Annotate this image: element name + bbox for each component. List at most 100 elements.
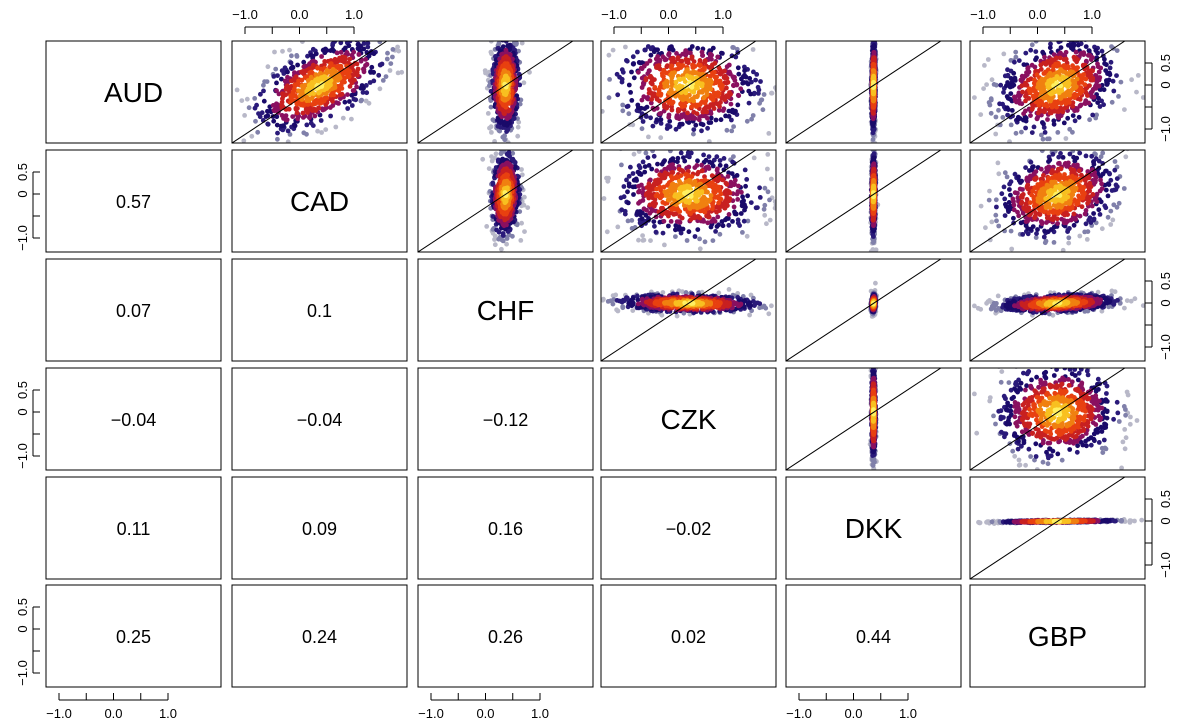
scatter-point (359, 83, 365, 88)
scatter-point (1011, 70, 1017, 76)
scatter-point (731, 204, 737, 210)
scatter-point (870, 21, 875, 26)
scatter-point (757, 185, 762, 191)
scatter-point (249, 133, 255, 139)
scatter-point (641, 237, 647, 243)
scatter-point (729, 171, 735, 177)
scatter-point (271, 118, 277, 124)
scatter-point (399, 69, 405, 75)
scatter-point (631, 192, 636, 197)
scatter-point (246, 105, 252, 111)
panel-frame (231, 149, 408, 253)
scatter-point (747, 76, 753, 81)
scatter-point (658, 117, 664, 122)
scatter-point (718, 117, 724, 123)
scatter-point (519, 220, 524, 226)
scatter-point (1085, 52, 1091, 58)
scatter-point (643, 150, 649, 156)
scatter-point (322, 95, 328, 101)
scatter-point (961, 134, 966, 139)
scatter-point (275, 130, 280, 136)
scatter-point (744, 118, 750, 124)
scatter-point (657, 98, 662, 104)
scatter-point (625, 189, 630, 195)
scatter-point (672, 188, 678, 194)
scatter-point (503, 28, 508, 33)
scatter-point (739, 76, 744, 82)
scatter-point (724, 181, 730, 187)
scatter-point (715, 214, 721, 220)
scatter-point (1075, 42, 1081, 48)
scatter-point (1041, 125, 1047, 130)
scatter-point (371, 78, 377, 84)
scatter-point (871, 28, 876, 33)
scatter-point (1099, 98, 1104, 104)
scatter-point (347, 99, 352, 104)
scatter-point (750, 113, 756, 118)
scatter-point (982, 63, 987, 68)
scatter-point (673, 223, 679, 228)
scatter-point (871, 31, 876, 36)
scatter-point (621, 194, 627, 200)
scatter-point (734, 191, 740, 197)
scatter-point (318, 118, 324, 123)
scatter-point (674, 51, 679, 56)
scatter-point (699, 162, 704, 168)
scatter-point (1086, 48, 1092, 54)
scatter-point (405, 29, 410, 34)
scatter-point (1045, 117, 1050, 122)
scatter-point (643, 47, 648, 53)
scatter-point (492, 139, 497, 143)
scatter-point (697, 246, 703, 252)
scatter-point (279, 99, 285, 105)
scatter-point (379, 22, 384, 27)
scatter-point (719, 95, 725, 101)
scatter-point (1038, 62, 1044, 68)
scatter-point (653, 229, 659, 235)
scatter-point (291, 122, 297, 128)
scatter-point (257, 114, 263, 120)
scatter-point (525, 205, 531, 211)
scatter-point (486, 166, 492, 172)
scatter-point (1135, 73, 1141, 78)
scatter-point (1095, 64, 1101, 70)
scatter-point (724, 64, 730, 69)
scatter-point (512, 36, 517, 41)
scatter-point (395, 44, 400, 50)
scatter-point (768, 176, 774, 182)
scatter-point (755, 84, 761, 90)
scatter-point (492, 233, 498, 239)
scatter-point (605, 178, 611, 184)
scatter-point (745, 193, 750, 199)
scatter-point (648, 100, 654, 106)
scatter-point (996, 107, 1001, 113)
scatter-point (757, 100, 762, 106)
scatter-point (285, 128, 291, 134)
scatter-point (1067, 126, 1073, 132)
scatter-point (1007, 139, 1012, 143)
scatter-point (1040, 136, 1046, 142)
scatter-point (695, 171, 700, 177)
scatter-point (653, 201, 658, 207)
scatter-point (1094, 112, 1099, 118)
scatter-point (622, 208, 628, 214)
scatter-point (692, 234, 698, 239)
scatter-point (489, 130, 494, 135)
scatter-point (993, 114, 999, 120)
scatter-point (287, 47, 292, 53)
scatter-point (517, 209, 523, 215)
scatter-point (1009, 108, 1015, 113)
scatter-point (993, 131, 999, 137)
scatter-point (620, 69, 626, 75)
scatter-point (315, 128, 320, 134)
scatter-point (1043, 101, 1049, 107)
scatter-point (651, 153, 657, 159)
scatter-point (606, 52, 612, 58)
scatter-point (630, 54, 636, 60)
scatter-point (1034, 91, 1040, 97)
panel-aud-gbp (961, 40, 1146, 144)
scatter-point (377, 62, 383, 68)
scatter-point (650, 123, 656, 129)
scatter-point (717, 83, 723, 89)
scatter-point (305, 53, 310, 59)
